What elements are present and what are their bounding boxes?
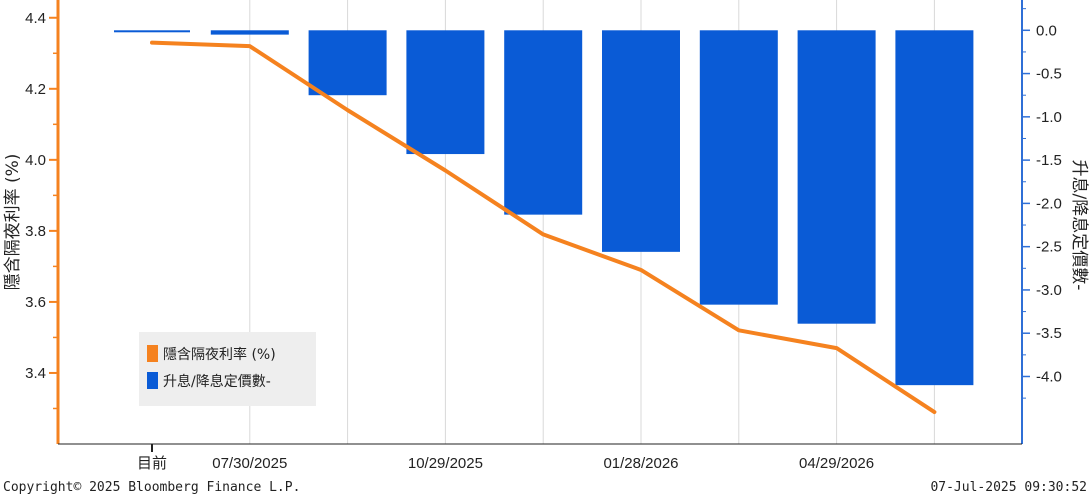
bar	[504, 30, 583, 215]
line-point	[443, 168, 447, 172]
copyright-text: Copyright© 2025 Bloomberg Finance L.P.	[3, 480, 301, 495]
line-point	[541, 232, 545, 236]
line-point	[346, 108, 350, 112]
legend-box	[139, 332, 316, 406]
line-point	[835, 346, 839, 350]
bar	[210, 30, 289, 35]
bar	[114, 30, 190, 33]
legend-label-bar-series: 升息/降息定價數-	[163, 373, 271, 390]
right-tick-label: -3.0	[1036, 282, 1062, 299]
x-tick-label: 07/30/2025	[212, 455, 287, 472]
chart-area: 3.4 3.6 3.8 4.0 4.2 4.4 隱含隔夜利率 (%) 0.0 -0.5 -1.0 -…	[3, 0, 1089, 472]
line-series	[150, 40, 937, 415]
bar	[797, 30, 876, 324]
right-tick-label: -3.5	[1036, 325, 1062, 342]
left-axis-title: 隱含隔夜利率 (%)	[3, 154, 23, 291]
line-point	[248, 44, 252, 48]
right-tick-label: 0.0	[1036, 22, 1057, 39]
right-tick-label: -1.0	[1036, 109, 1062, 126]
right-axis-title: 升息/降息定價數-	[1069, 160, 1089, 291]
bar	[406, 30, 485, 155]
right-tick-label: -0.5	[1036, 66, 1062, 83]
left-tick-label: 4.4	[25, 10, 46, 27]
bar	[699, 30, 778, 305]
legend-swatch-bar-series	[147, 372, 158, 389]
right-tick-label: -4.0	[1036, 368, 1062, 385]
x-tick-label: 目前	[137, 455, 167, 472]
legend-swatch-line-series	[147, 345, 158, 362]
timestamp-text: 07-Jul-2025 09:30:52	[930, 480, 1087, 495]
left-tick-label: 3.8	[25, 223, 46, 240]
bar	[308, 30, 387, 96]
left-tick-label: 4.0	[25, 152, 46, 169]
right-tick-label: -2.0	[1036, 195, 1062, 212]
bar-series	[114, 30, 974, 386]
right-tick-label: -2.5	[1036, 239, 1062, 256]
left-tick-label: 4.2	[25, 81, 46, 98]
right-tick-label: -1.5	[1036, 152, 1062, 169]
x-tick-label: 10/29/2025	[408, 455, 483, 472]
legend: 隱含隔夜利率 (%) 升息/降息定價數-	[139, 332, 316, 406]
line-point	[737, 328, 741, 332]
x-tick-label: 01/28/2026	[603, 455, 678, 472]
line-point	[150, 41, 154, 45]
left-tick-label: 3.4	[25, 365, 46, 382]
bar	[895, 30, 974, 386]
legend-label-line-series: 隱含隔夜利率 (%)	[163, 346, 276, 363]
axes: 3.4 3.6 3.8 4.0 4.2 4.4 隱含隔夜利率 (%) 0.0 -0.5 -1.0 -…	[3, 0, 1089, 472]
line-point	[932, 410, 936, 414]
line-point	[639, 268, 643, 272]
bar	[602, 30, 680, 252]
left-tick-label: 3.6	[25, 294, 46, 311]
x-tick-label: 04/29/2026	[799, 455, 874, 472]
